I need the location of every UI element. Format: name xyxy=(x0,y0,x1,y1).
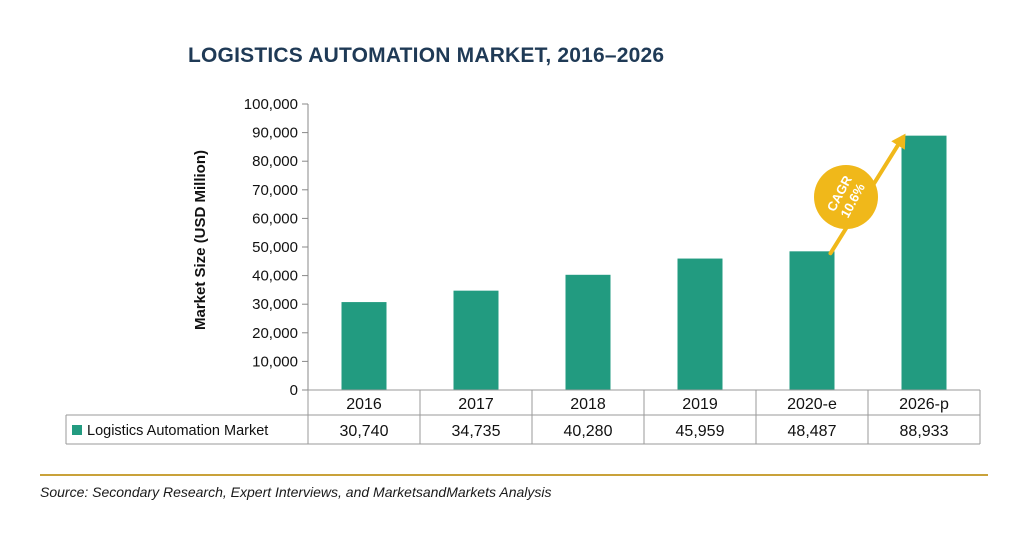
data-label: 40,280 xyxy=(564,423,613,440)
legend-swatch xyxy=(72,425,82,435)
data-table: 2016 30,740 2017 34,735 2018 40,280 2019 45,959… xyxy=(65,389,981,445)
x-tick-label: 2020-e xyxy=(787,396,837,413)
x-tick-label: 2016 xyxy=(346,396,382,413)
x-tick-label: 2017 xyxy=(458,396,494,413)
bars xyxy=(341,135,947,390)
y-tick-label: 40,000 xyxy=(252,268,298,285)
y-tick-label: 10,000 xyxy=(252,353,298,370)
y-tick-label: 100,000 xyxy=(244,96,298,113)
x-tick-label: 2019 xyxy=(682,396,718,413)
bar-2020-e xyxy=(789,251,835,390)
x-tick-label: 2018 xyxy=(570,396,606,413)
cagr-badge xyxy=(814,165,878,229)
y-tick-label: 20,000 xyxy=(252,325,298,342)
y-tick-label: 90,000 xyxy=(252,125,298,142)
chart-title: LOGISTICS AUTOMATION MARKET, 2016–2026 xyxy=(188,44,665,67)
bar-2016 xyxy=(341,302,387,390)
x-tick-label: 2026-p xyxy=(899,396,949,413)
cagr-arrow-head xyxy=(891,133,906,150)
source-note: Source: Secondary Research, Expert Inter… xyxy=(40,484,552,500)
bar-2017 xyxy=(453,290,499,390)
y-tick-label: 80,000 xyxy=(252,153,298,170)
footer-divider xyxy=(40,474,988,476)
legend-label: Logistics Automation Market xyxy=(87,423,268,439)
y-tick-label: 60,000 xyxy=(252,210,298,227)
y-tick-label: 0 xyxy=(290,382,298,399)
y-tick-label: 70,000 xyxy=(252,182,298,199)
y-axis: 0 10,000 20,000 30,000 40,000 50,000 60,000 70,… xyxy=(244,96,309,399)
bar-2019 xyxy=(677,258,723,390)
y-tick-label: 30,000 xyxy=(252,296,298,313)
bar-2018 xyxy=(565,274,611,390)
y-axis-label: Market Size (USD Million) xyxy=(192,150,209,330)
data-label: 30,740 xyxy=(340,423,389,440)
data-label: 34,735 xyxy=(452,423,501,440)
bar-2026-p xyxy=(901,135,947,390)
data-label: 45,959 xyxy=(676,423,725,440)
data-label: 88,933 xyxy=(900,423,949,440)
y-tick-label: 50,000 xyxy=(252,239,298,256)
data-label: 48,487 xyxy=(788,423,837,440)
